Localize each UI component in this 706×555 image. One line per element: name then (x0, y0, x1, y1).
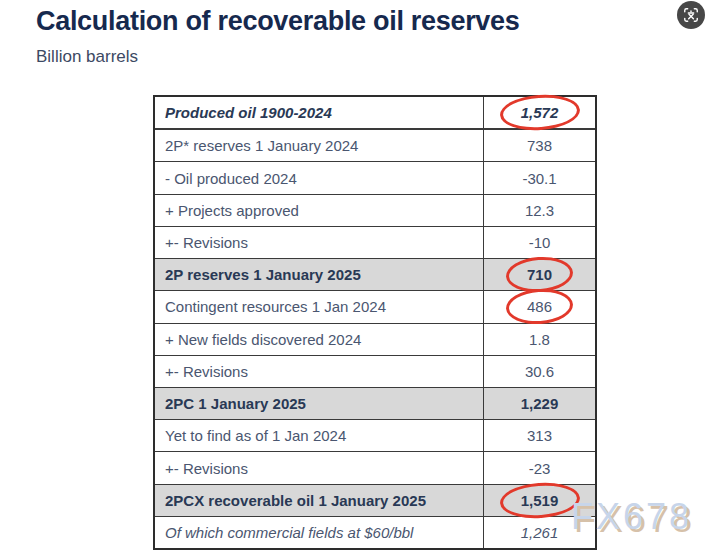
highlight-circle: 710 (523, 265, 556, 284)
table-row: +- Revisions -23 (155, 452, 595, 484)
value-text: -23 (525, 459, 555, 478)
row-label: 2P* reserves 1 January 2024 (155, 130, 483, 161)
row-label: Produced oil 1900-2024 (155, 97, 483, 128)
row-label: +- Revisions (155, 356, 483, 387)
row-value: 486 (483, 291, 595, 322)
row-value: -30.1 (483, 162, 595, 193)
reserves-table: Produced oil 1900-2024 1,572 2P* reserves … (153, 95, 597, 550)
row-label: +- Revisions (155, 227, 483, 258)
scan-translate-glyph (681, 5, 701, 25)
row-value: 1.8 (483, 324, 595, 355)
row-label: Of which commercial fields at $60/bbl (155, 517, 483, 548)
table-row: 2P reserves 1 January 2025 710 (155, 259, 595, 291)
row-label: 2P reserves 1 January 2025 (155, 259, 483, 290)
value-text: 313 (523, 426, 556, 445)
table-row: +- Revisions -10 (155, 227, 595, 259)
table-row: Contingent resources 1 Jan 2024 486 (155, 291, 595, 323)
row-value: 710 (483, 259, 595, 290)
row-label: +- Revisions (155, 452, 483, 483)
highlight-circle: 1,572 (517, 103, 563, 122)
row-value: -10 (483, 227, 595, 258)
table-row: Produced oil 1900-2024 1,572 (155, 97, 595, 130)
row-label: + Projects approved (155, 195, 483, 226)
value-text: 1,261 (517, 523, 563, 542)
page-title: Calculation of recoverable oil reserves (36, 6, 520, 37)
table-row: + Projects approved 12.3 (155, 195, 595, 227)
page-subtitle: Billion barrels (36, 47, 138, 67)
highlight-circle: 1,519 (517, 491, 563, 510)
table-row: 2PC 1 January 2025 1,229 (155, 388, 595, 420)
value-text: 1,229 (517, 394, 563, 413)
row-label: + New fields discovered 2024 (155, 324, 483, 355)
table-row: - Oil produced 2024 -30.1 (155, 162, 595, 194)
row-value: 313 (483, 420, 595, 451)
value-text: 30.6 (521, 362, 558, 381)
row-value: -23 (483, 452, 595, 483)
row-value: 738 (483, 130, 595, 161)
value-text: 1.8 (525, 330, 554, 349)
table-row: +- Revisions 30.6 (155, 356, 595, 388)
value-text: 12.3 (521, 201, 558, 220)
highlight-circle: 486 (523, 297, 556, 316)
table-row: 2P* reserves 1 January 2024 738 (155, 130, 595, 162)
table-row: Of which commercial fields at $60/bbl 1,2… (155, 517, 595, 548)
row-label: 2PC 1 January 2025 (155, 388, 483, 419)
value-text: -10 (525, 233, 555, 252)
row-value: 30.6 (483, 356, 595, 387)
value-text: -30.1 (518, 169, 560, 188)
table-row: + New fields discovered 2024 1.8 (155, 324, 595, 356)
row-value: 1,572 (483, 97, 595, 128)
watermark: FX678 (571, 496, 692, 538)
row-label: 2PCX recoverable oil 1 January 2025 (155, 485, 483, 516)
value-text: 738 (523, 136, 556, 155)
row-label: - Oil produced 2024 (155, 162, 483, 193)
table-row: 2PCX recoverable oil 1 January 2025 1,519 (155, 485, 595, 517)
table-row: Yet to find as of 1 Jan 2024 313 (155, 420, 595, 452)
row-value: 12.3 (483, 195, 595, 226)
row-label: Yet to find as of 1 Jan 2024 (155, 420, 483, 451)
scan-translate-icon[interactable] (677, 1, 705, 29)
row-label: Contingent resources 1 Jan 2024 (155, 291, 483, 322)
row-value: 1,229 (483, 388, 595, 419)
